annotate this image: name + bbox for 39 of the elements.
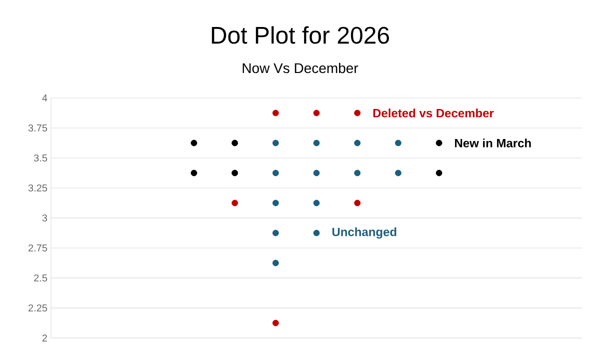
- y-tick-label: 3.75: [28, 124, 48, 132]
- point: [272, 170, 279, 176]
- point: [354, 110, 361, 116]
- y-tick-label: 3.25: [28, 184, 48, 192]
- chart-subtitle: Now Vs December: [242, 62, 358, 74]
- y-tick-label: 2: [42, 334, 47, 342]
- series-label: Deleted vs December: [373, 108, 494, 118]
- point: [313, 230, 320, 236]
- y-tick-label: 3.5: [34, 154, 48, 162]
- point: [272, 230, 279, 236]
- chart-title: Dot Plot for 2026: [212, 26, 389, 44]
- point: [272, 200, 279, 206]
- point: [272, 320, 279, 326]
- point: [190, 140, 198, 146]
- y-tick-label: 2.25: [28, 304, 48, 312]
- point: [232, 170, 238, 176]
- point: [394, 170, 402, 176]
- point: [313, 140, 320, 146]
- point: [354, 200, 361, 206]
- point: [394, 140, 402, 146]
- point: [232, 140, 238, 146]
- point: [436, 170, 442, 176]
- series-label: Unchanged: [332, 227, 396, 239]
- point: [232, 200, 238, 206]
- y-tick-label: 2.5: [34, 274, 48, 282]
- point: [354, 140, 361, 146]
- point: [313, 110, 320, 116]
- point: [313, 170, 320, 176]
- point: [313, 200, 320, 206]
- y-tick-label: 2.75: [28, 244, 48, 252]
- y-tick-label: 3: [42, 214, 48, 222]
- point: [272, 110, 279, 116]
- y-tick-label: 4: [42, 94, 48, 102]
- series-label: New in March: [455, 138, 531, 148]
- point: [436, 140, 442, 146]
- point: [272, 260, 279, 266]
- point: [272, 140, 279, 146]
- point: [354, 170, 361, 176]
- point: [190, 170, 198, 176]
